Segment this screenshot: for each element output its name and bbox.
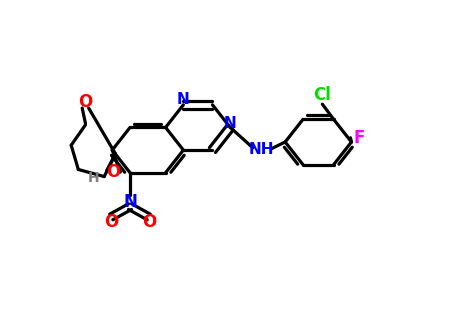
Text: O: O <box>78 93 93 111</box>
Text: N: N <box>177 93 190 108</box>
Text: O: O <box>106 163 120 181</box>
Text: H: H <box>88 170 99 185</box>
Text: Cl: Cl <box>313 86 331 104</box>
Text: NH: NH <box>248 142 274 157</box>
Text: N: N <box>123 193 137 211</box>
Text: O: O <box>104 213 118 231</box>
Text: N: N <box>224 116 237 131</box>
Text: F: F <box>354 129 365 147</box>
Text: O: O <box>142 213 156 231</box>
